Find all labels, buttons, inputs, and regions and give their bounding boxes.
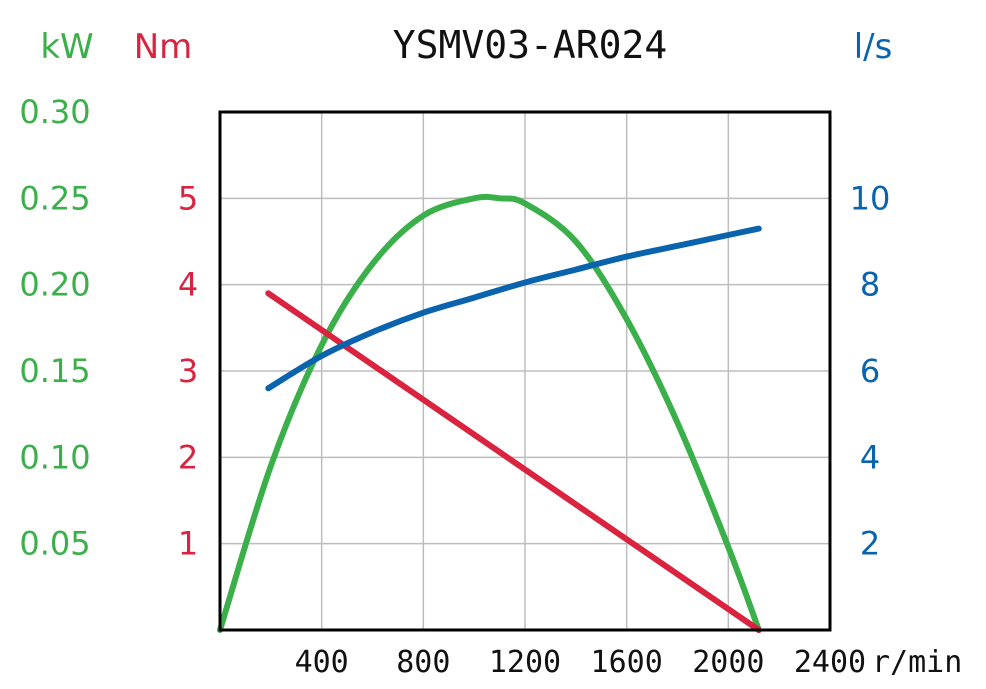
torque-tick-label: 4 (178, 266, 198, 304)
flow-tick-label: 8 (860, 266, 880, 304)
flow-tick-label: 6 (860, 352, 880, 390)
power-tick-label: 0.25 (19, 179, 90, 217)
power-unit-label: kW (40, 27, 93, 67)
power-series-line (217, 193, 762, 633)
x-tick-label: 2400 (794, 645, 866, 680)
chart-title: YSMV03-AR024 (393, 23, 668, 67)
x-tick-label: 1600 (591, 645, 663, 680)
power-tick-label: 0.15 (19, 352, 90, 390)
torque-tick-label: 1 (178, 525, 198, 563)
torque-unit-label: Nm (134, 27, 193, 67)
flow-series-line (265, 225, 762, 392)
torque-tick-label: 2 (178, 438, 198, 476)
torque-tick-label: 5 (178, 179, 198, 217)
x-tick-label: 1200 (489, 645, 561, 680)
power-tick-label: 0.05 (19, 525, 90, 563)
series-lines (217, 193, 762, 633)
flow-tick-label: 10 (850, 179, 891, 217)
torque-tick-label: 3 (178, 352, 198, 390)
flow-tick-label: 2 (860, 525, 880, 563)
power-tick-label: 0.10 (19, 438, 90, 476)
tick-labels: 400 800 1200 1600 2000 2400 0.05 0.10 0.15 0.20 0.… (19, 93, 890, 680)
x-tick-label: 800 (396, 645, 450, 680)
torque-series-line (265, 290, 762, 633)
flow-unit-label: l/s (854, 27, 893, 67)
x-tick-label: 2000 (692, 645, 764, 680)
flow-tick-label: 4 (860, 438, 880, 476)
x-tick-label: 400 (295, 645, 349, 680)
plot-frame (218, 110, 832, 632)
power-tick-label: 0.30 (19, 93, 90, 131)
power-tick-label: 0.20 (19, 266, 90, 304)
x-unit-label: r/min (872, 645, 962, 680)
